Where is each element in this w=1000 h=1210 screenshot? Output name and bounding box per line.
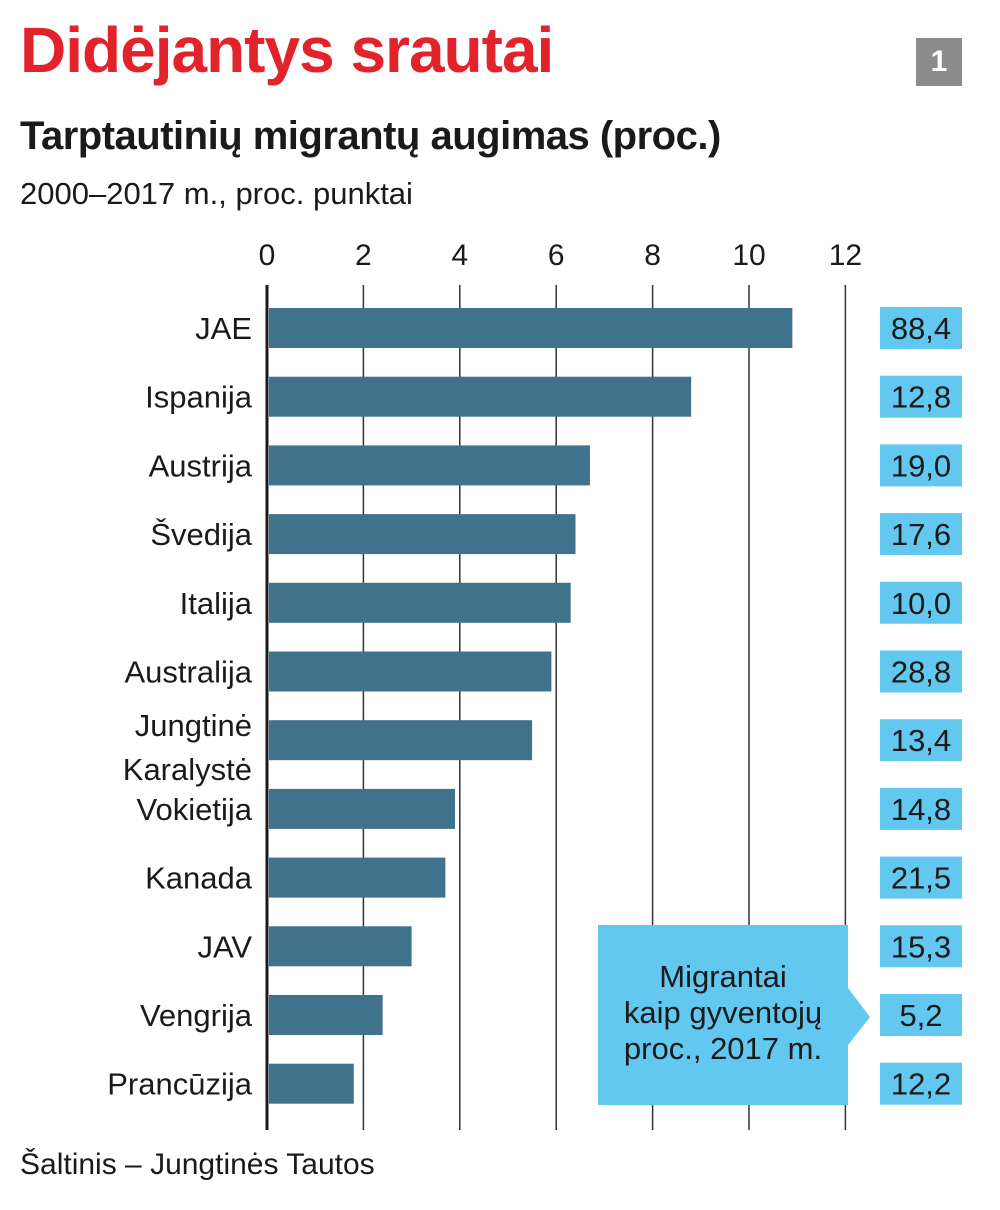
- value-label: 12,2: [891, 1067, 951, 1102]
- value-label: 15,3: [891, 929, 951, 964]
- value-label-box: [880, 994, 962, 1036]
- bar: [269, 651, 552, 692]
- bar: [269, 582, 571, 623]
- category-label: Prancūzija: [107, 1067, 252, 1102]
- bar: [269, 1063, 354, 1104]
- source-note: Šaltinis – Jungtinės Tautos: [20, 1148, 375, 1181]
- bar: [269, 857, 446, 898]
- bar: [269, 514, 576, 555]
- value-label: 17,6: [891, 517, 951, 552]
- x-tick-label: 8: [644, 239, 661, 272]
- value-label: 12,8: [891, 380, 951, 415]
- unit-note: 2000–2017 m., proc. punktai: [20, 176, 413, 211]
- category-label: Australija: [125, 655, 253, 690]
- x-tick-label: 0: [259, 239, 276, 272]
- x-tick-label: 10: [732, 239, 765, 272]
- category-label: Švedija: [150, 517, 252, 552]
- bar: [269, 788, 455, 829]
- category-label: Vokietija: [137, 792, 253, 827]
- value-label: 28,8: [891, 655, 951, 690]
- value-label-box: [880, 650, 962, 693]
- x-tick-label: 6: [548, 239, 565, 272]
- category-label: Jungtinė Karalystė: [123, 708, 252, 787]
- value-label-box: [880, 513, 962, 556]
- value-label: 14,8: [891, 792, 951, 827]
- value-label: 21,5: [891, 861, 951, 896]
- category-label: Ispanija: [145, 380, 253, 415]
- category-label: Kanada: [145, 861, 253, 896]
- value-label-box: [880, 307, 962, 349]
- value-label-box: [880, 856, 962, 899]
- value-label-box: [880, 719, 962, 762]
- chart-subtitle: Tarptautinių migrantų augimas (proc.): [20, 114, 721, 158]
- category-label: JAE: [195, 311, 252, 346]
- value-label: 5,2: [899, 998, 942, 1033]
- x-tick-label: 2: [355, 239, 372, 272]
- callout-text: Migrantai kaip gyventojų proc., 2017 m.: [624, 959, 822, 1066]
- value-label: 13,4: [891, 723, 951, 758]
- x-tick-label: 4: [451, 239, 468, 272]
- bar: [269, 376, 692, 417]
- category-label: Vengrija: [140, 998, 253, 1033]
- bar: [269, 308, 793, 348]
- callout-box: [598, 925, 870, 1105]
- value-label-box: [880, 581, 962, 624]
- category-label: Austrija: [149, 448, 253, 483]
- value-label: 88,4: [891, 311, 951, 346]
- bar: [269, 995, 383, 1035]
- bar: [269, 445, 590, 486]
- value-label: 19,0: [891, 448, 951, 483]
- value-label-box: [880, 375, 962, 418]
- value-label: 10,0: [891, 586, 951, 621]
- figure-number-badge: 1: [916, 38, 962, 86]
- category-label: Italija: [180, 586, 253, 621]
- value-label-box: [880, 787, 962, 830]
- bar: [269, 926, 412, 967]
- value-label-box: [880, 1062, 962, 1105]
- bar: [269, 720, 533, 761]
- category-label: JAV: [197, 929, 252, 964]
- value-label-box: [880, 925, 962, 968]
- value-label-box: [880, 444, 962, 487]
- chart-title: Didėjantys srautai: [20, 14, 554, 86]
- x-tick-label: 12: [829, 239, 862, 272]
